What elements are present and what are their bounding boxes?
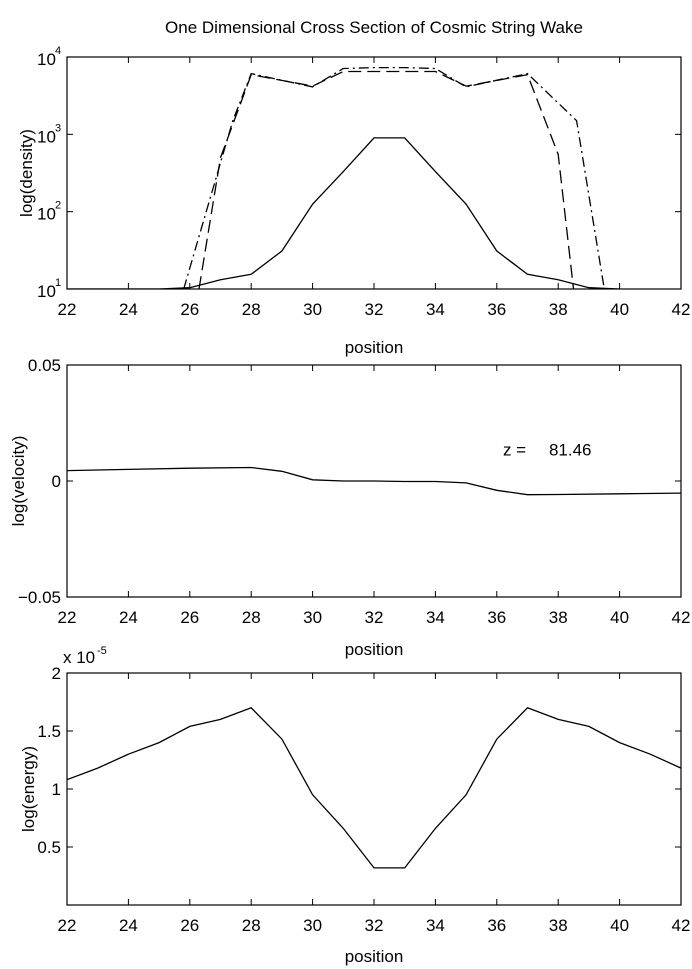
y-tick-exponent: 2 <box>55 200 61 212</box>
x-tick-label: 22 <box>58 300 77 319</box>
x-tick-label: 40 <box>610 300 629 319</box>
series-line-solid <box>67 707 681 869</box>
x-tick-label: 42 <box>672 608 691 627</box>
y-tick-exponent: 1 <box>55 277 61 289</box>
y-axis-label: log(energy) <box>19 746 38 832</box>
y-tick-label: 10 <box>37 127 56 146</box>
x-tick-label: 30 <box>303 300 322 319</box>
x-tick-label: 38 <box>549 916 568 935</box>
y-tick-label: 2 <box>52 664 61 683</box>
x-tick-label: 30 <box>303 916 322 935</box>
x-tick-label: 34 <box>426 300 445 319</box>
x-axis-label: position <box>345 947 404 966</box>
x-tick-label: 36 <box>487 916 506 935</box>
y-axis-label: log(density) <box>17 129 36 217</box>
x-tick-label: 40 <box>610 916 629 935</box>
axes-frame <box>66 672 682 906</box>
axes-frame <box>66 56 682 290</box>
y-tick-label: 0.5 <box>37 838 61 857</box>
annotation-value: 81.46 <box>549 440 592 459</box>
plot-2: 22 24 26 28 30 32 34 36 38 40 42 0.05 0 −0.05 position… <box>9 356 690 659</box>
x-axis-label: position <box>345 338 404 357</box>
y-tick-exponent: 4 <box>55 45 61 57</box>
figure-title: One Dimensional Cross Section of Cosmic … <box>165 18 583 37</box>
series-line-solid <box>67 137 620 289</box>
y-tick-exponent: 3 <box>55 122 61 134</box>
x-tick-label: 28 <box>242 300 261 319</box>
series-line-dashed <box>198 70 575 289</box>
y-tick-label: 10 <box>37 50 56 69</box>
y-axis-label: log(velocity) <box>9 436 28 527</box>
x-tick-label: 36 <box>487 300 506 319</box>
x-tick-label: 30 <box>303 608 322 627</box>
x-tick-label: 22 <box>58 608 77 627</box>
plot-3: 22 24 26 28 30 32 34 36 38 40 42 0.5 1 1.5 2x 10 -5 posi… <box>19 645 690 966</box>
x-axis-label: position <box>345 640 404 659</box>
x-tick-label: 34 <box>426 608 445 627</box>
x-tick-label: 36 <box>487 608 506 627</box>
annotation-label: z = <box>503 440 526 459</box>
x-tick-label: 22 <box>58 916 77 935</box>
y-tick-label: 1.5 <box>37 722 61 741</box>
y-tick-label: 10 <box>37 205 56 224</box>
x-tick-label: 24 <box>119 608 138 627</box>
x-tick-label: 24 <box>119 300 138 319</box>
y-tick-label: 1 <box>52 780 61 799</box>
x-tick-label: 38 <box>549 300 568 319</box>
y-tick-label: 0.05 <box>28 356 61 375</box>
x-tick-label: 26 <box>180 916 199 935</box>
y-tick-label: 10 <box>37 282 56 301</box>
x-tick-label: 34 <box>426 916 445 935</box>
y-multiplier-exponent: -5 <box>97 645 107 657</box>
x-tick-label: 32 <box>365 608 384 627</box>
x-tick-label: 42 <box>672 300 691 319</box>
y-multiplier: x 10 <box>63 648 95 667</box>
x-tick-label: 40 <box>610 608 629 627</box>
x-tick-label: 24 <box>119 916 138 935</box>
y-tick-label: 0 <box>52 472 61 491</box>
x-tick-label: 26 <box>180 300 199 319</box>
x-tick-label: 42 <box>672 916 691 935</box>
series-line-solid <box>67 466 681 496</box>
x-tick-label: 28 <box>242 916 261 935</box>
x-tick-label: 26 <box>180 608 199 627</box>
x-tick-label: 28 <box>242 608 261 627</box>
x-tick-label: 38 <box>549 608 568 627</box>
series-line-dashdot <box>183 66 605 289</box>
x-tick-label: 32 <box>365 916 384 935</box>
y-tick-label: −0.05 <box>18 588 61 607</box>
x-tick-label: 32 <box>365 300 384 319</box>
